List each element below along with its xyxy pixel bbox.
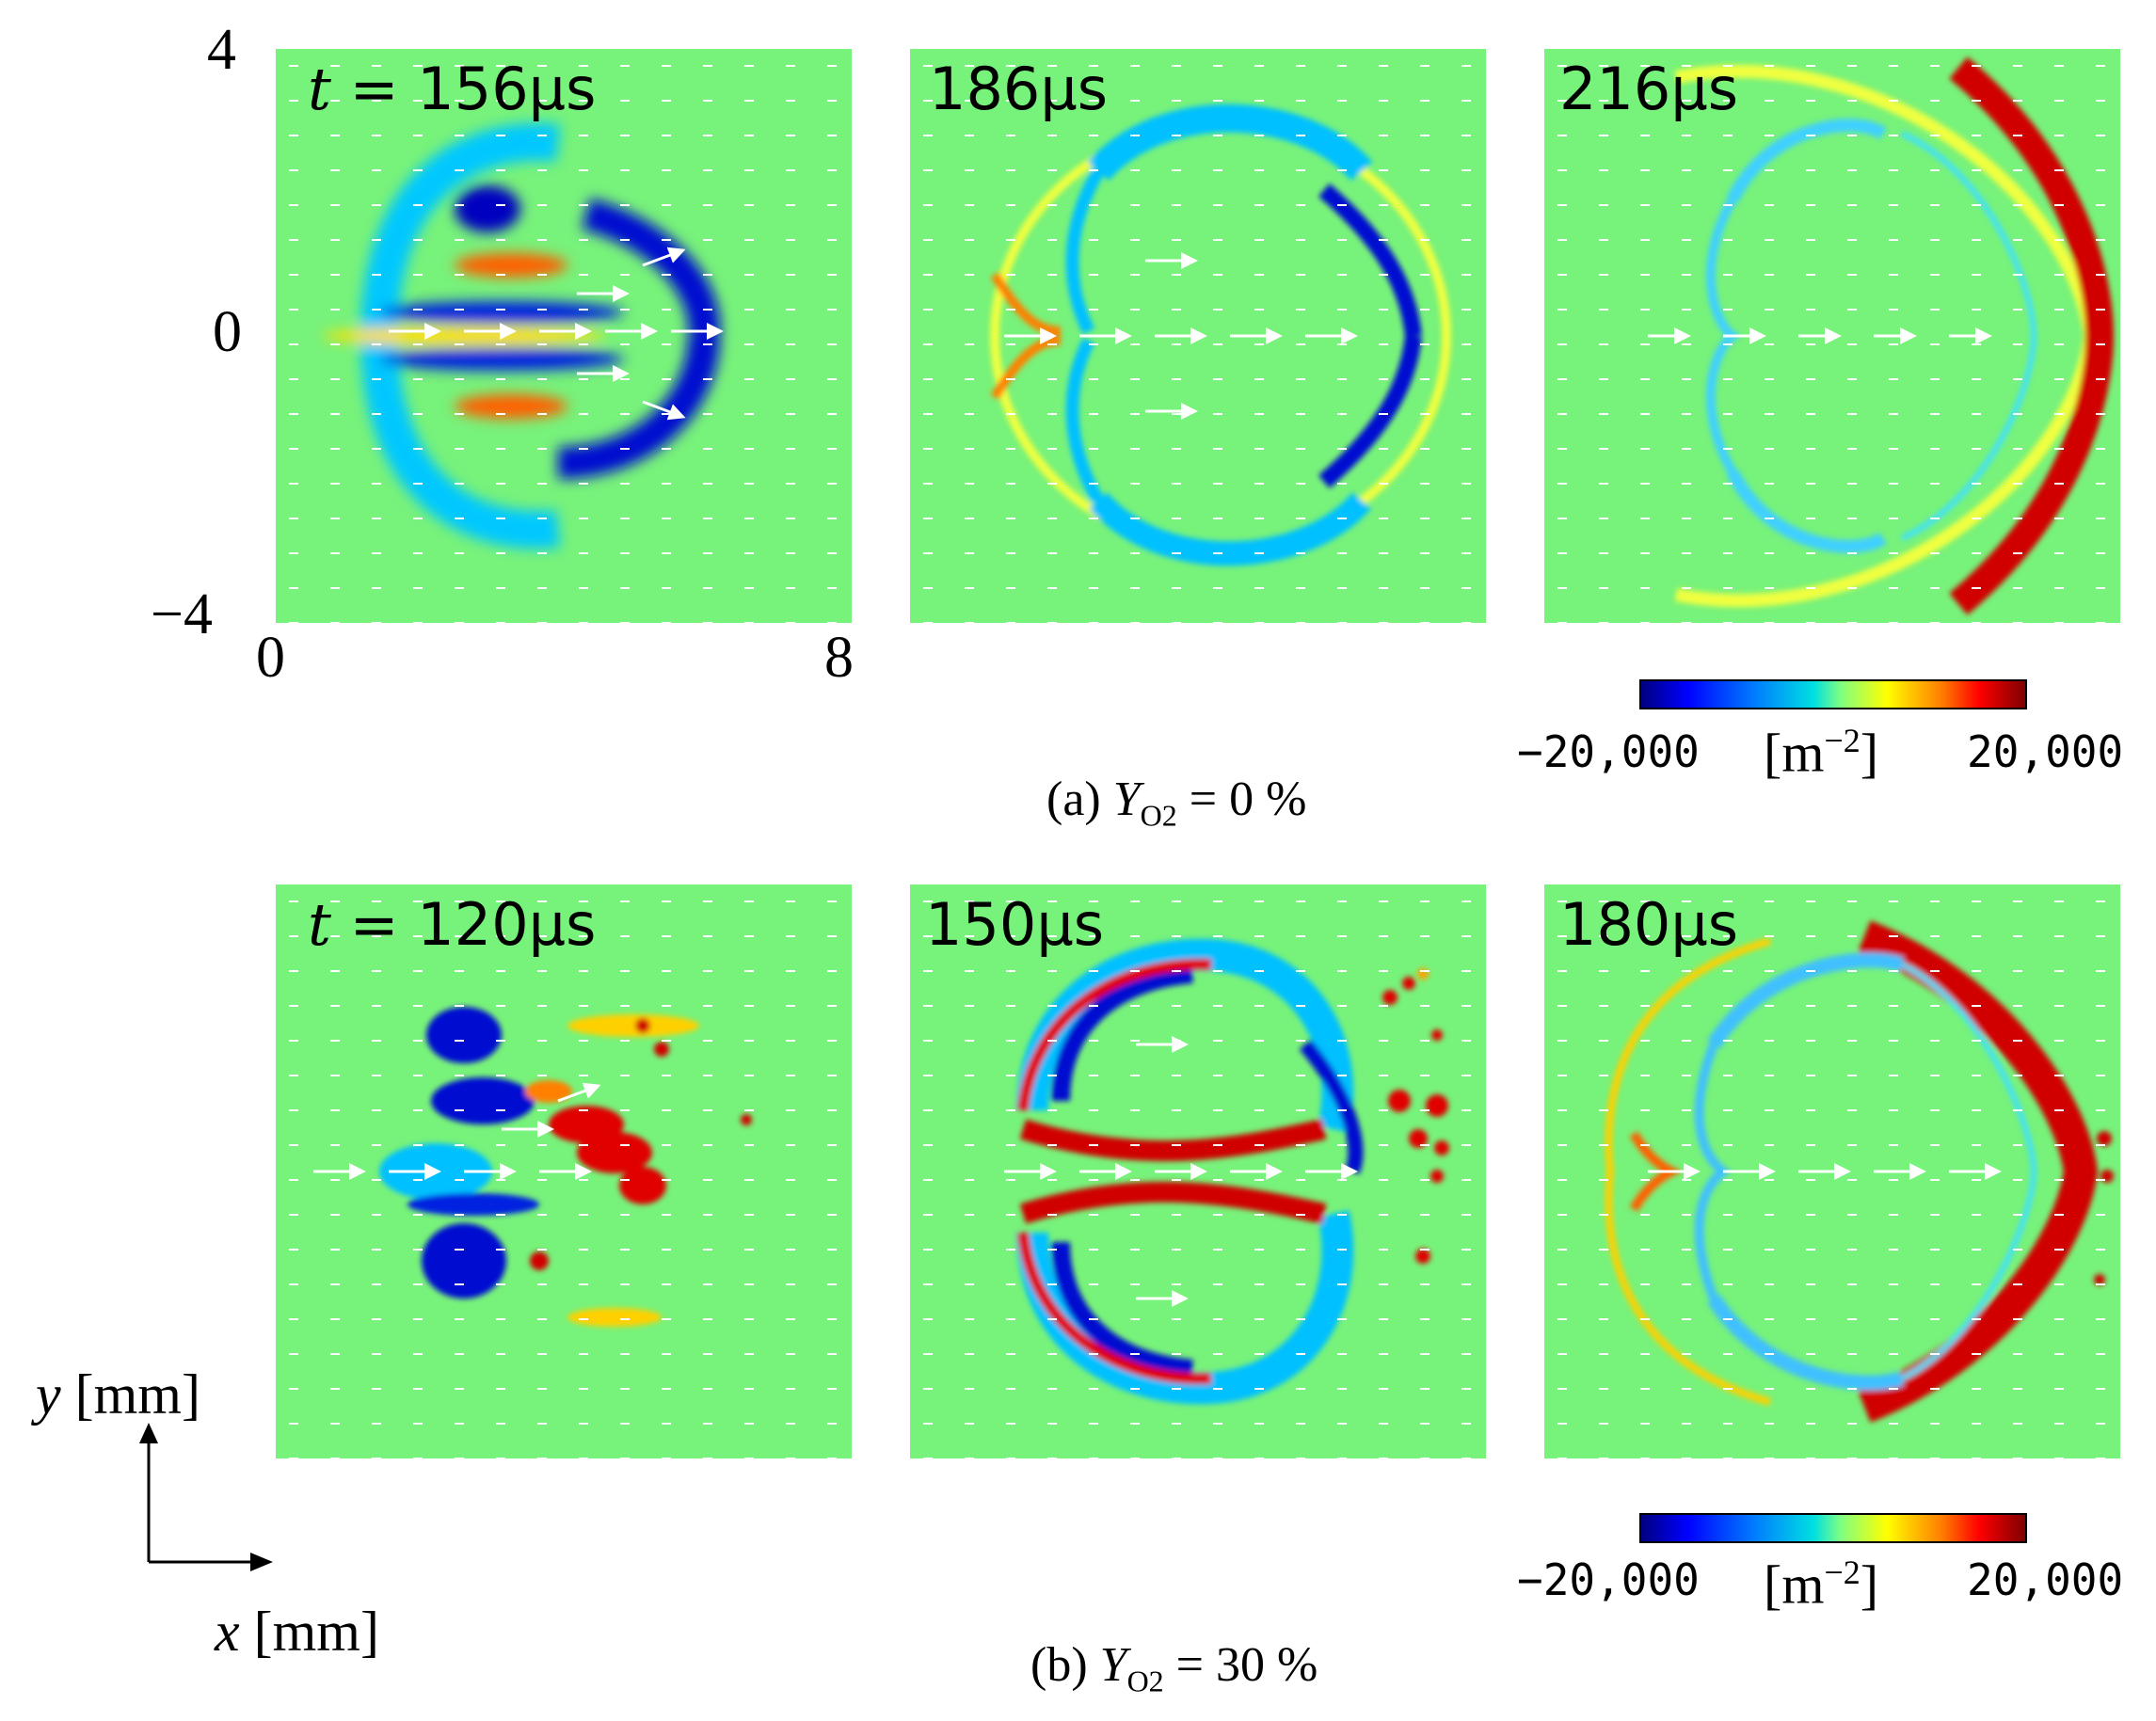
x-tick-min: 0 [256, 626, 285, 690]
y-axis-var: y [36, 1363, 61, 1426]
caption-prefix: (b) [1030, 1638, 1100, 1692]
unit-open: [m [1764, 1554, 1825, 1616]
panel-a-186us: 186μs [910, 49, 1486, 623]
colorbar-b-max: 20,000 [1967, 1554, 2124, 1605]
y-tick-min: −4 [151, 582, 213, 646]
unit-close: ] [1860, 1554, 1879, 1616]
time-eq: = [330, 890, 418, 959]
x-axis-unit: [mm] [239, 1601, 379, 1663]
axis-arrows [139, 1423, 273, 1571]
caption-prefix: (a) [1046, 773, 1113, 826]
time-value: 120μs [417, 890, 597, 959]
panel-a-216us: 216μs [1544, 49, 2120, 623]
time-value: 156μs [417, 55, 597, 123]
caption-var: Y [1112, 773, 1141, 826]
unit-close: ] [1860, 722, 1879, 784]
caption-sub: O2 [1140, 798, 1177, 833]
unit-exp: −2 [1824, 1554, 1861, 1591]
colorbar-a [1639, 679, 2027, 709]
caption-b: (b) YO2 = 30 % [1030, 1637, 1318, 1698]
panel-a-156us: t = 156μs [276, 49, 852, 623]
colorbar-a-max: 20,000 [1967, 726, 2124, 777]
y-tick-zero: 0 [213, 300, 242, 364]
unit-open: [m [1764, 722, 1825, 784]
caption-sub: O2 [1126, 1664, 1164, 1698]
x-arrowhead-icon [250, 1553, 273, 1571]
panel-time-label: 180μs [1559, 890, 1739, 959]
time-var: t [308, 890, 331, 959]
colorbar-a-unit: [m−2] [1764, 721, 1878, 784]
colorbar-b-min: −20,000 [1517, 1554, 1700, 1605]
x-axis-label: x [mm] [215, 1600, 379, 1665]
y-axis-label: y [mm] [36, 1362, 200, 1427]
panel-time-label: 186μs [929, 55, 1109, 123]
panel-time-label: t = 120μs [308, 890, 596, 959]
panel-time-label: 216μs [1559, 55, 1739, 123]
x-axis-var: x [215, 1601, 240, 1663]
panel-time-label: 150μs [925, 890, 1105, 959]
unit-exp: −2 [1824, 722, 1861, 759]
panel-b-120us: t = 120μs [276, 884, 852, 1458]
panel-b-180us: 180μs [1544, 884, 2120, 1458]
x-tick-max: 8 [824, 626, 854, 690]
y-arrowhead-icon [139, 1423, 158, 1443]
y-tick-max: 4 [207, 18, 236, 82]
panel-time-label: t = 156μs [308, 55, 596, 123]
colorbar-b-unit: [m−2] [1764, 1553, 1878, 1616]
time-eq: = [330, 55, 418, 123]
panel-b-150us: 150μs [910, 884, 1486, 1458]
caption-suffix: = 0 % [1176, 773, 1307, 826]
colorbar-b [1639, 1513, 2027, 1543]
colorbar-a-min: −20,000 [1517, 726, 1700, 777]
time-var: t [308, 55, 331, 123]
y-axis-unit: [mm] [60, 1363, 200, 1426]
caption-var: Y [1099, 1638, 1127, 1692]
caption-a: (a) YO2 = 0 % [1046, 772, 1306, 833]
caption-suffix: = 30 % [1163, 1638, 1318, 1692]
